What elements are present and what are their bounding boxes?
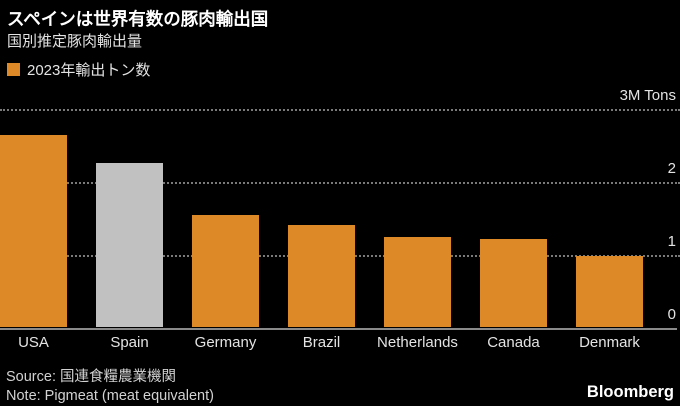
bar-spain <box>96 163 163 328</box>
legend-swatch-icon <box>7 62 20 76</box>
gridline-2 <box>0 182 680 185</box>
x-tick-label-canada: Canada <box>487 334 540 351</box>
x-axis-baseline <box>0 327 677 330</box>
x-tick-label-brazil: Brazil <box>302 334 341 351</box>
bar-germany <box>192 214 259 328</box>
legend: 2023年輸出トン数 <box>7 61 151 79</box>
bloomberg-logo: Bloomberg <box>586 383 674 401</box>
source-line: Source: 国連食糧農業機関 <box>6 369 176 385</box>
x-tick-label-usa: USA <box>18 334 49 351</box>
y-tick-label-3: 3M Tons <box>619 87 676 105</box>
gridline-3 <box>0 109 680 112</box>
note-line: Note: Pigmeat (meat equivalent) <box>6 388 214 404</box>
x-tick-label-denmark: Denmark <box>579 334 640 351</box>
bar-canada <box>480 238 547 328</box>
x-tick-label-netherlands: Netherlands <box>377 334 458 351</box>
chart-title: スペインは世界有数の豚肉輸出国 <box>7 9 269 29</box>
legend-label: 2023年輸出トン数 <box>27 61 151 79</box>
source-note-block: Source: 国連食糧農業機関 Note: Pigmeat (meat equ… <box>6 368 214 406</box>
y-tick-label-1: 1 <box>667 232 676 250</box>
chart-subtitle: 国別推定豚肉輸出量 <box>7 33 143 50</box>
x-tick-label-spain: Spain <box>110 334 149 351</box>
bar-brazil <box>288 225 355 328</box>
bar-denmark <box>576 256 643 328</box>
x-tick-label-germany: Germany <box>194 334 257 351</box>
bar-netherlands <box>384 236 451 328</box>
y-tick-label-0: 0 <box>667 305 676 323</box>
bar-usa <box>0 134 67 328</box>
y-tick-label-2: 2 <box>667 160 676 178</box>
